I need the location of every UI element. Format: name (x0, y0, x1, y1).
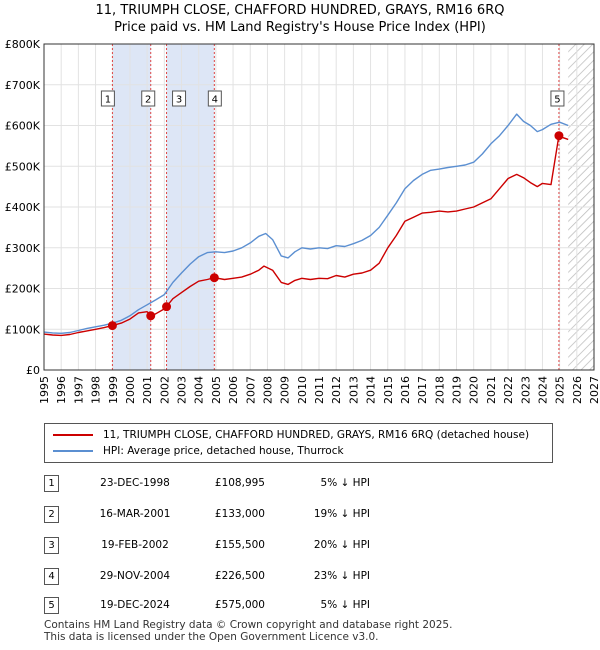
sale-label-number: 5 (554, 95, 560, 106)
sale-date: 23-DEC-1998 (100, 477, 170, 489)
sale-point (554, 131, 564, 141)
x-tick-label: 1996 (55, 376, 68, 404)
x-tick-label: 1997 (72, 376, 85, 404)
sale-hpi-diff: 5% ↓ HPI (320, 599, 370, 611)
table-row: 1 23-DEC-1998 £108,995 5% ↓ HPI (0, 475, 600, 493)
legend: 11, TRIUMPH CLOSE, CHAFFORD HUNDRED, GRA… (44, 423, 553, 463)
x-tick-label: 2007 (244, 376, 257, 404)
plot-frame (43, 43, 595, 371)
sale-badge: 2 (44, 506, 59, 523)
x-tick-label: 2013 (347, 376, 360, 404)
y-tick-label: £100K (5, 323, 41, 336)
y-tick-label: £700K (5, 79, 41, 92)
x-tick-label: 2003 (176, 376, 189, 404)
table-row: 4 29-NOV-2004 £226,500 23% ↓ HPI (0, 568, 600, 586)
x-tick-label: 2008 (261, 376, 274, 404)
sale-label-number: 3 (176, 95, 182, 106)
sale-point (146, 311, 156, 321)
x-tick-label: 2009 (279, 376, 292, 404)
x-tick-label: 2022 (502, 376, 515, 404)
sale-label-box (100, 90, 115, 107)
sale-point (162, 302, 172, 312)
sale-badge: 5 (44, 597, 59, 614)
sale-date: 19-DEC-2024 (100, 599, 170, 611)
x-tick-label: 2015 (382, 376, 395, 404)
sale-label-box (550, 90, 565, 107)
title-line-2: Price paid vs. HM Land Registry's House … (114, 20, 486, 35)
footer: Contains HM Land Registry data © Crown c… (44, 619, 452, 643)
sale-price: £226,500 (214, 570, 265, 582)
sale-date: 29-NOV-2004 (99, 570, 171, 582)
table-row: 3 19-FEB-2002 £155,500 20% ↓ HPI (0, 537, 600, 555)
x-tick-label: 2017 (416, 376, 429, 404)
sale-badge: 1 (44, 475, 59, 492)
x-tick-label: 2004 (193, 376, 206, 404)
y-tick-label: £600K (5, 120, 41, 133)
sale-hpi-diff: 20% ↓ HPI (313, 539, 370, 551)
y-tick-label: £200K (5, 283, 41, 296)
x-tick-label: 2006 (227, 376, 240, 404)
x-tick-label: 1999 (107, 376, 120, 404)
sale-label-number: 4 (212, 95, 218, 106)
table-row: 5 19-DEC-2024 £575,000 5% ↓ HPI (0, 597, 600, 615)
sale-badge: 4 (44, 568, 59, 585)
y-tick-label: £0 (26, 364, 40, 377)
sale-hpi-diff: 23% ↓ HPI (313, 570, 370, 582)
hpi-series-line (43, 113, 569, 334)
x-tick-label: 2025 (554, 376, 567, 404)
x-tick-label: 2024 (536, 376, 549, 404)
chart-title: 11, TRIUMPH CLOSE, CHAFFORD HUNDRED, GRA… (0, 2, 600, 36)
x-tick-label: 2010 (296, 376, 309, 404)
x-tick-label: 2026 (571, 376, 584, 404)
sale-label-number: 2 (145, 95, 151, 106)
x-tick-label: 2002 (158, 376, 171, 404)
sale-label-box (207, 90, 222, 107)
x-tick-label: 2027 (588, 376, 600, 404)
x-tick-label: 2020 (468, 376, 481, 404)
sale-point (209, 273, 219, 283)
sale-hpi-diff: 5% ↓ HPI (320, 477, 370, 489)
sale-label-box (172, 90, 187, 107)
x-tick-label: 2014 (365, 376, 378, 404)
legend-label-hpi: HPI: Average price, detached house, Thur… (103, 445, 344, 457)
x-tick-label: 2000 (124, 376, 137, 404)
x-tick-label: 2023 (519, 376, 532, 404)
sale-price: £155,500 (214, 539, 265, 551)
y-tick-label: £800K (5, 38, 41, 51)
legend-swatch-property (53, 434, 93, 436)
y-tick-label: £500K (5, 160, 41, 173)
x-tick-label: 1995 (38, 376, 51, 404)
x-tick-label: 2019 (451, 376, 464, 404)
legend-label-property: 11, TRIUMPH CLOSE, CHAFFORD HUNDRED, GRA… (103, 429, 530, 441)
x-tick-label: 2001 (141, 376, 154, 404)
sale-price: £108,995 (214, 477, 265, 489)
y-tick-label: £400K (5, 201, 41, 214)
sale-price: £575,000 (214, 599, 265, 611)
table-row: 2 16-MAR-2001 £133,000 19% ↓ HPI (0, 506, 600, 524)
x-tick-label: 2018 (433, 376, 446, 404)
y-tick-label: £300K (5, 242, 41, 255)
sale-point (107, 321, 117, 331)
sale-label-box (141, 90, 156, 107)
footer-line-2: This data is licensed under the Open Gov… (44, 631, 379, 643)
price-chart: 1 2 3 4 5 £0 £100K £200K £300K £400K £500K £600K £70… (5, 38, 600, 404)
sale-date: 16-MAR-2001 (99, 508, 171, 520)
legend-swatch-hpi (53, 450, 93, 452)
x-tick-label: 1998 (90, 376, 103, 404)
footer-line-1: Contains HM Land Registry data © Crown c… (44, 619, 453, 631)
sale-hpi-diff: 19% ↓ HPI (313, 508, 370, 520)
x-tick-label: 2021 (485, 376, 498, 404)
x-tick-label: 2016 (399, 376, 412, 404)
sale-label-number: 1 (105, 95, 111, 106)
x-tick-label: 2005 (210, 376, 223, 404)
property-series-line (43, 134, 569, 337)
x-tick-label: 2012 (330, 376, 343, 404)
x-tick-label: 2011 (313, 376, 326, 404)
sale-date: 19-FEB-2002 (101, 539, 169, 551)
title-line-1: 11, TRIUMPH CLOSE, CHAFFORD HUNDRED, GRA… (95, 3, 505, 18)
sale-badge: 3 (44, 537, 59, 554)
sale-price: £133,000 (214, 508, 265, 520)
